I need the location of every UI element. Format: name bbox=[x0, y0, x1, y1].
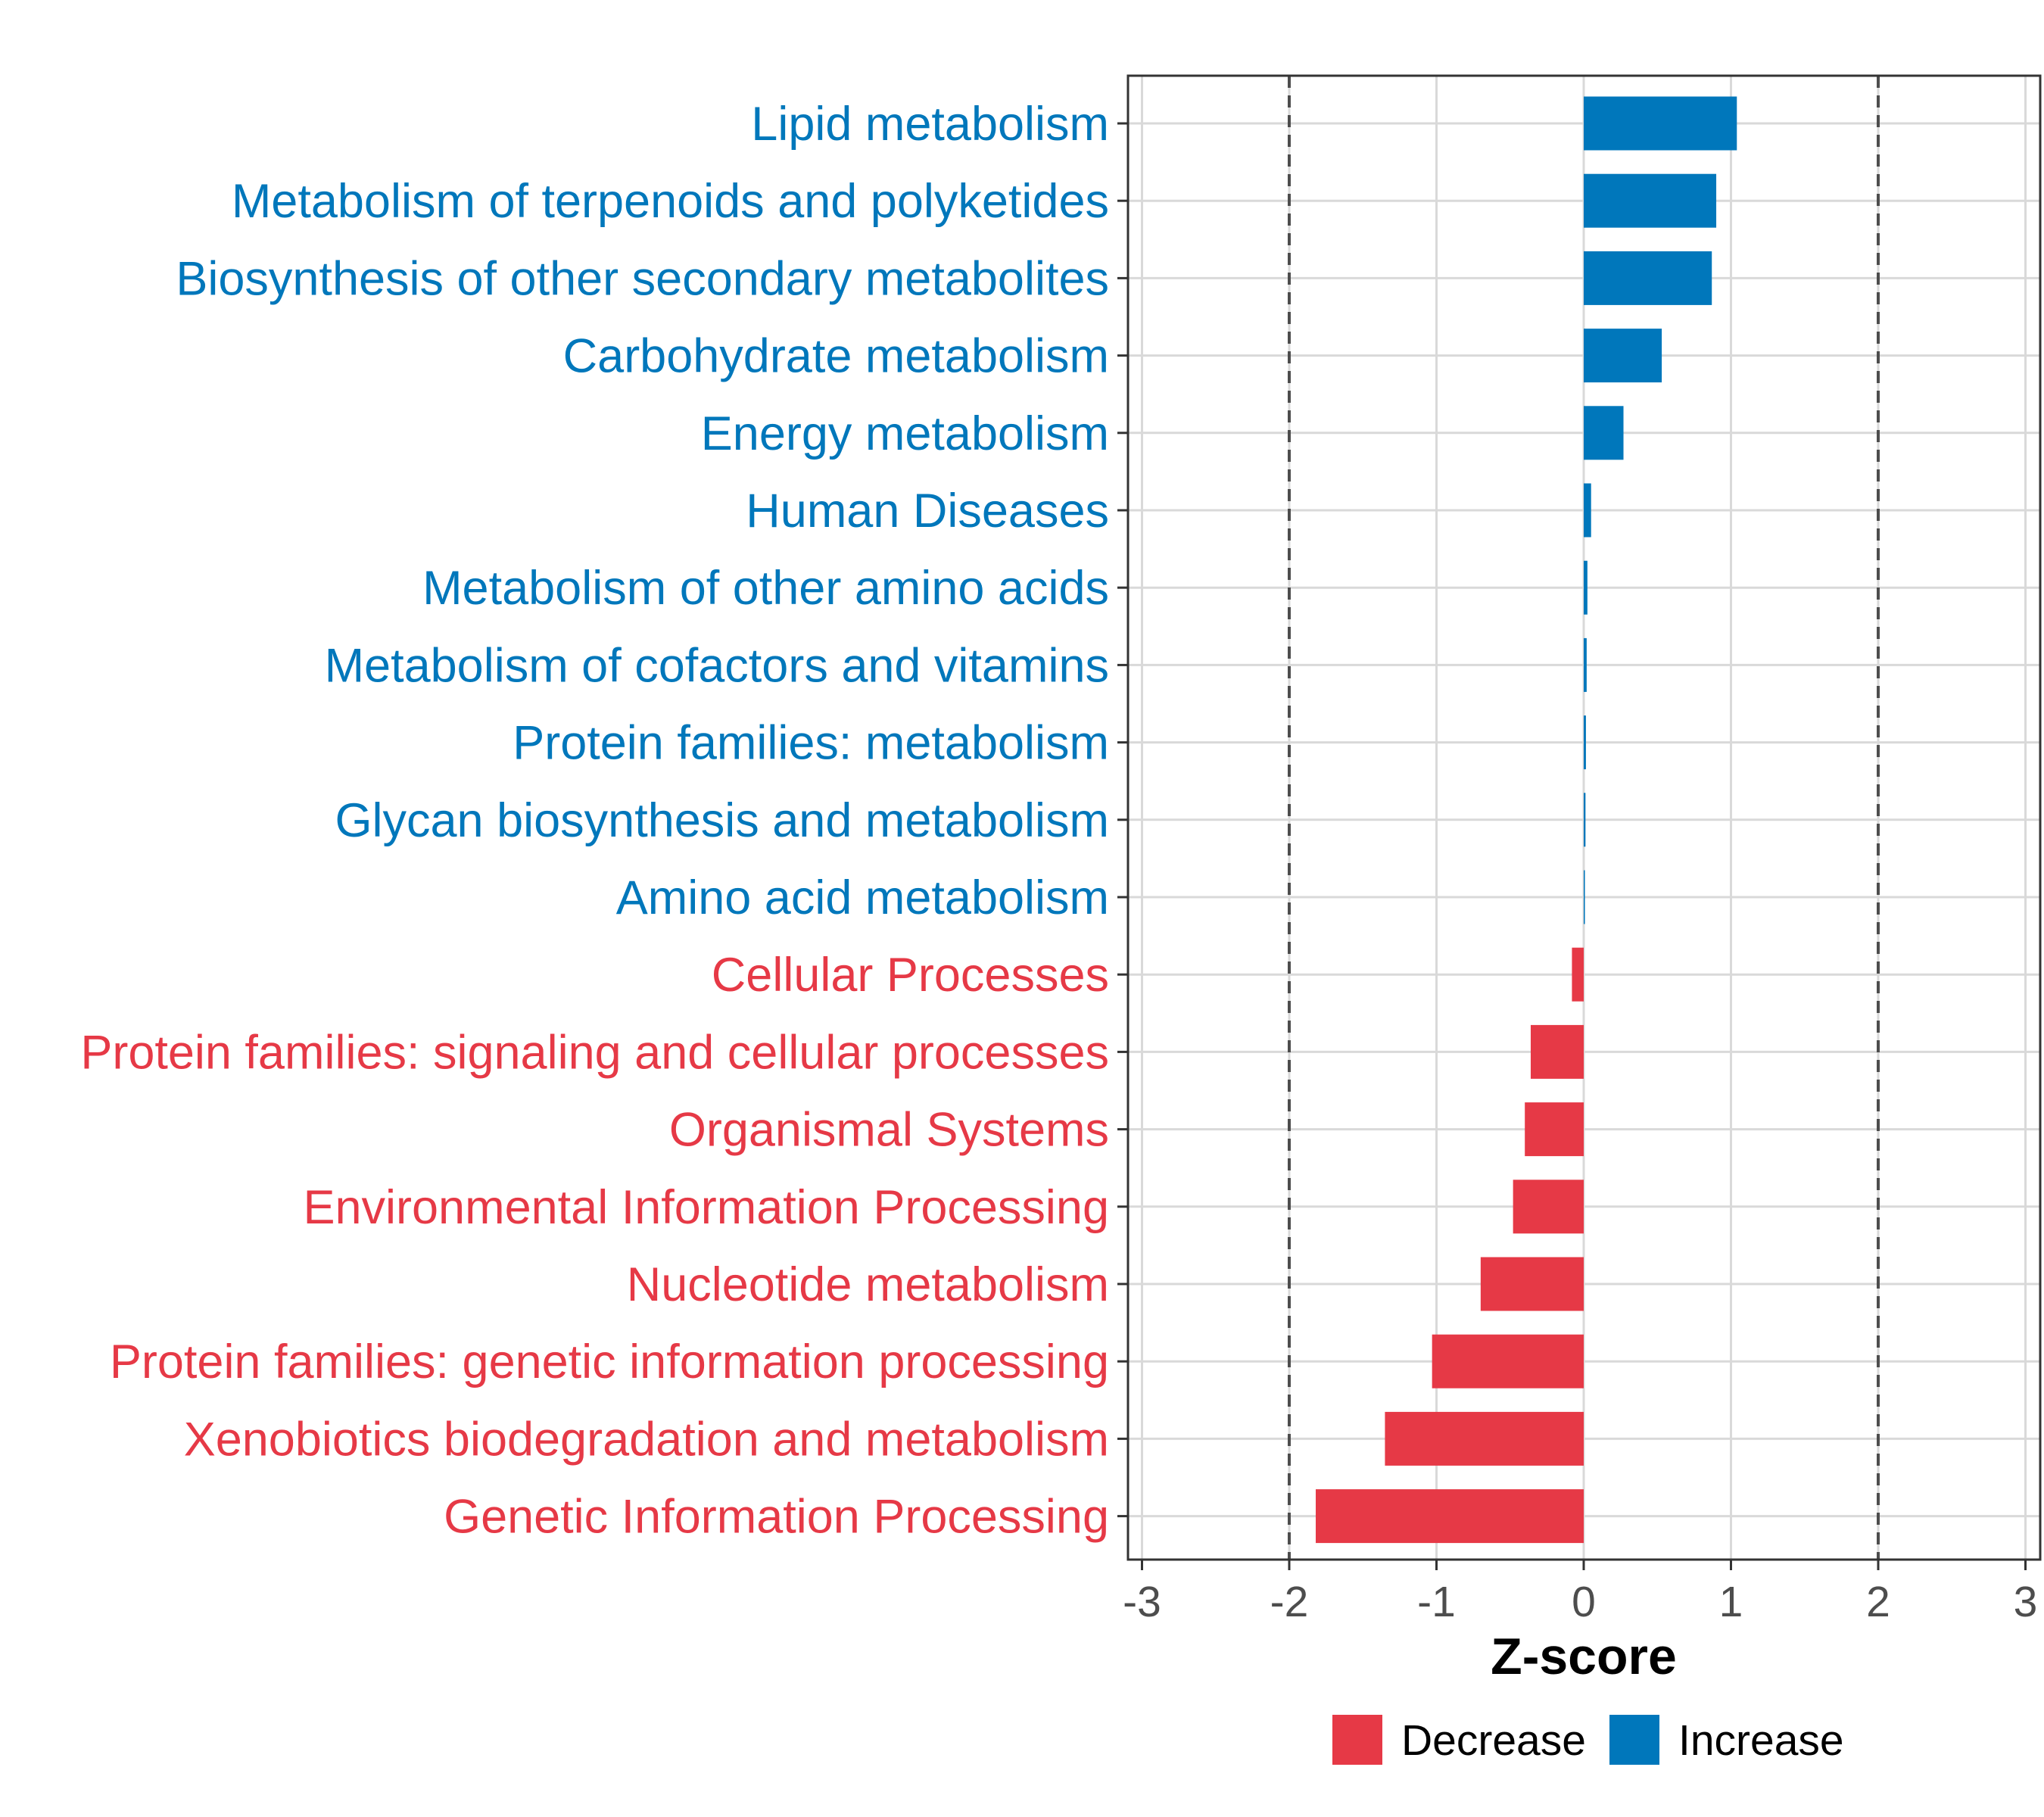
x-axis-ticks: -3 -2 -1 0 1 2 3 bbox=[1123, 1560, 2037, 1626]
category-label: Metabolism of other amino acids bbox=[422, 562, 1109, 615]
bar bbox=[1525, 1102, 1584, 1157]
x-tick-label: 0 bbox=[1572, 1578, 1596, 1626]
x-tick-label: 1 bbox=[1719, 1578, 1743, 1626]
bar bbox=[1584, 173, 1717, 228]
category-label: Amino acid metabolism bbox=[616, 871, 1109, 924]
legend: Decrease Increase bbox=[1332, 1715, 1844, 1765]
bar bbox=[1584, 406, 1624, 460]
bar bbox=[1584, 251, 1712, 305]
bar bbox=[1432, 1334, 1584, 1388]
bars bbox=[1316, 96, 1737, 1544]
category-label: Xenobiotics biodegradation and metabolis… bbox=[184, 1413, 1109, 1466]
x-tick-label: -2 bbox=[1270, 1578, 1309, 1626]
category-label: Carbohydrate metabolism bbox=[563, 330, 1109, 383]
x-tick-label: 2 bbox=[1866, 1578, 1890, 1626]
y-axis-ticks bbox=[1117, 122, 1128, 1518]
bar bbox=[1480, 1257, 1584, 1311]
category-label: Metabolism of cofactors and vitamins bbox=[325, 639, 1109, 692]
category-label: Protein families: signaling and cellular… bbox=[80, 1026, 1109, 1079]
category-label: Cellular Processes bbox=[712, 949, 1109, 1002]
legend-swatch-decrease bbox=[1332, 1715, 1382, 1765]
category-labels: Lipid metabolism Metabolism of terpenoids… bbox=[80, 98, 1109, 1544]
category-label: Human Diseases bbox=[746, 485, 1109, 538]
category-label: Nucleotide metabolism bbox=[627, 1258, 1109, 1311]
category-label: Metabolism of terpenoids and polyketides bbox=[232, 175, 1109, 228]
bar bbox=[1584, 483, 1591, 538]
category-label: Organismal Systems bbox=[669, 1104, 1109, 1157]
legend-label-increase: Increase bbox=[1678, 1716, 1844, 1765]
bar bbox=[1530, 1024, 1584, 1079]
category-label: Protein families: metabolism bbox=[513, 717, 1109, 770]
category-label: Glycan biosynthesis and metabolism bbox=[335, 794, 1110, 847]
x-tick-label: -3 bbox=[1123, 1578, 1161, 1626]
legend-label-decrease: Decrease bbox=[1401, 1716, 1586, 1765]
x-axis-title: Z-score bbox=[1491, 1628, 1677, 1685]
bar bbox=[1513, 1180, 1584, 1234]
x-tick-label: -1 bbox=[1417, 1578, 1456, 1626]
bar bbox=[1584, 560, 1588, 615]
category-label: Genetic Information Processing bbox=[444, 1491, 1109, 1544]
bar bbox=[1316, 1489, 1584, 1544]
category-label: Biosynthesis of other secondary metaboli… bbox=[176, 252, 1109, 305]
x-tick-label: 3 bbox=[2014, 1578, 2038, 1626]
bar bbox=[1584, 870, 1585, 924]
bar bbox=[1572, 947, 1584, 1002]
legend-swatch-increase bbox=[1609, 1715, 1659, 1765]
bar bbox=[1584, 715, 1586, 770]
bar bbox=[1584, 329, 1662, 383]
bar bbox=[1584, 637, 1587, 692]
category-label: Lipid metabolism bbox=[751, 98, 1109, 151]
bar bbox=[1385, 1411, 1584, 1466]
bar bbox=[1584, 96, 1737, 151]
bar bbox=[1584, 793, 1586, 847]
category-label: Energy metabolism bbox=[701, 407, 1109, 460]
reference-lines bbox=[1288, 76, 1880, 1560]
category-label: Protein families: genetic information pr… bbox=[110, 1335, 1109, 1388]
category-label: Environmental Information Processing bbox=[303, 1181, 1109, 1234]
